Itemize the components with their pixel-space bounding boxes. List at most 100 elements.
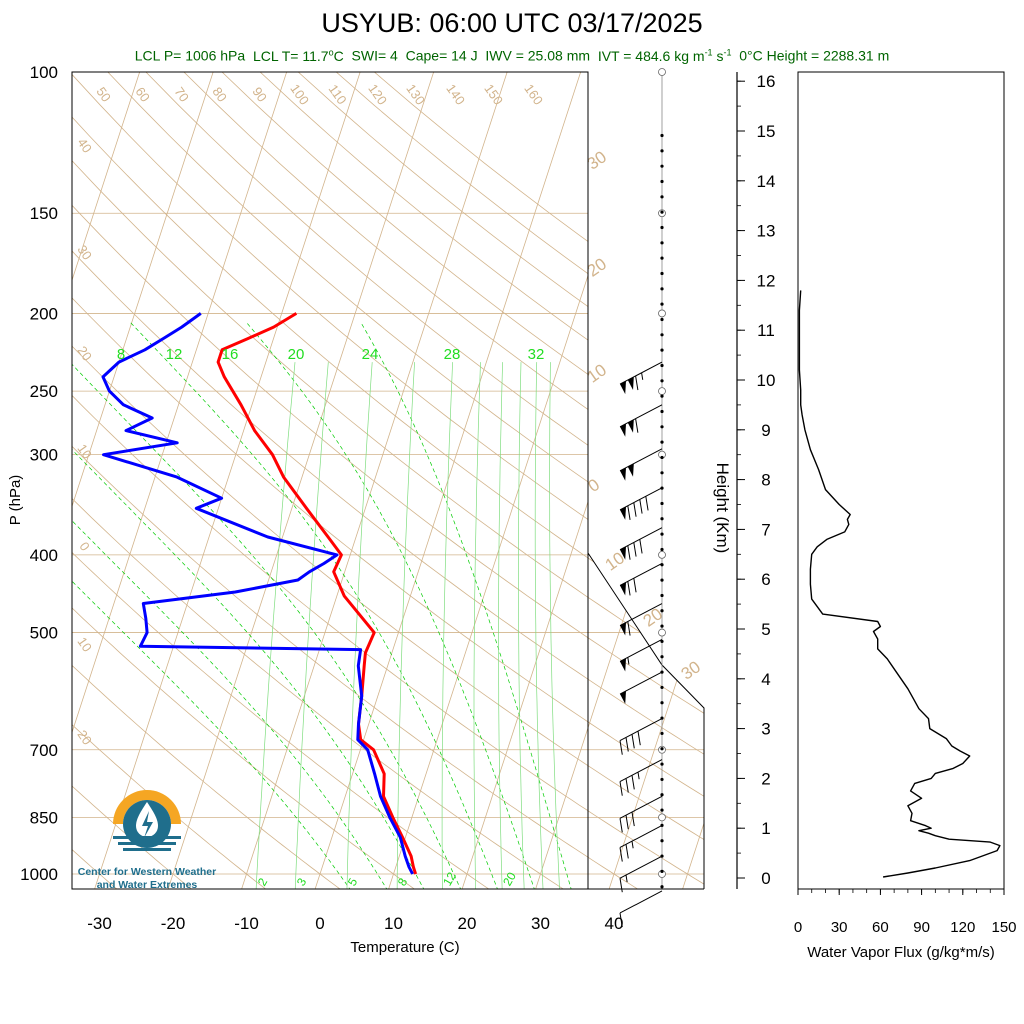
logo-bolt-icon [142, 811, 153, 838]
dry-adiabat-label: 10 [74, 441, 95, 461]
wind-barb-flag [620, 467, 626, 481]
wind-level-dot [660, 869, 664, 874]
wind-level-dot [660, 455, 664, 460]
swi-index: SWI= 4 [351, 47, 398, 64]
height-tick-label: 1 [761, 819, 770, 838]
mixing-ratio-line [534, 362, 544, 889]
water-vapor-flux-line [798, 290, 1001, 878]
wind-level-circle [658, 813, 666, 822]
wind-barb-feather [627, 545, 631, 560]
wind-barb-half-feather [625, 874, 628, 883]
wind-barb [619, 527, 663, 560]
wind-level-dot [660, 195, 664, 199]
dry-adiabat-line [72, 297, 704, 797]
wind-level-dot [660, 241, 664, 245]
wind-barb-staff [619, 671, 663, 695]
wind-barb-feather [619, 781, 623, 796]
dry-adiabat-label: 20 [74, 727, 95, 747]
flux-tick-label: 90 [913, 919, 930, 936]
dry-adiabat-label: 10 [74, 634, 95, 654]
wind-barb-half-feather [627, 657, 630, 665]
skewt-profiles [101, 312, 418, 875]
wind-barb-half-feather [637, 772, 640, 780]
height-tick-label: 2 [761, 769, 770, 788]
temperature-tick-label: 30 [531, 914, 550, 933]
flux-tick-label: 0 [794, 919, 802, 936]
moist-adiabat-line [72, 580, 351, 889]
wind-barb-feather [631, 775, 635, 790]
wind-barb-staff [619, 361, 663, 385]
wind-barb [619, 759, 663, 796]
wind-barb-feather [645, 496, 649, 511]
dry-adiabat-line [72, 445, 639, 889]
wind-barb [619, 448, 663, 481]
wind-level-dot [660, 593, 664, 598]
wind-barb-staff [619, 448, 663, 472]
wind-barb-feather [637, 731, 641, 746]
dry-adiabat-line [72, 160, 704, 674]
wind-barb-feather [627, 581, 631, 596]
isotherm-label: 80 [209, 84, 230, 104]
logo-wave [118, 842, 176, 845]
mixing-ratio-line [294, 362, 329, 889]
pressure-tick-label: 1000 [20, 865, 58, 884]
y-axis-label: P (hPa) [7, 475, 24, 526]
iwv-value: IWV = 25.08 mm [485, 47, 591, 64]
pressure-tick-label: 100 [30, 63, 58, 82]
dry-adiabat-label: 40 [74, 135, 95, 155]
dewpoint-profile-line [101, 312, 414, 875]
isotherm-label: 60 [132, 84, 153, 104]
wind-barb-staff [619, 759, 663, 783]
pressure-tick-label: 200 [30, 304, 58, 323]
wind-barb [619, 718, 663, 755]
wind-barb-feather [619, 912, 623, 928]
wind-barb [619, 361, 663, 395]
chart-title: USYUB: 06:00 UTC 03/17/2025 [321, 8, 703, 38]
mixing-ratio-label: 16 [222, 346, 239, 363]
wind-barb-staff [619, 487, 663, 511]
mixing-ratio-label: 12 [440, 869, 459, 888]
wind-barb-feather [625, 815, 629, 830]
wind-level-dot [660, 685, 664, 690]
cw3e-logo: Center for Western Weather and Water Ext… [78, 790, 216, 891]
flux-tick-label: 120 [950, 919, 975, 936]
pressure-tick-label: 850 [30, 808, 58, 827]
dry-adiabat-label: 30 [74, 242, 95, 262]
isotherm-label: 120 [365, 81, 390, 107]
mixing-ratio-line [498, 362, 503, 889]
wind-level-dot [660, 793, 664, 797]
isotherm-line [72, 72, 288, 734]
wind-level-circle [658, 550, 666, 559]
mixing-ratio-label: 3 [294, 875, 310, 888]
wind-barb [619, 603, 663, 636]
wind-level-dot [660, 885, 664, 889]
wind-barb-feather [625, 778, 629, 793]
temperature-tick-label: 40 [605, 914, 624, 933]
wind-level-dot [660, 547, 664, 552]
dry-adiabat-line [72, 498, 564, 889]
pressure-tick-label: 300 [30, 446, 58, 465]
wind-level-dot [660, 133, 664, 138]
wind-barb-staff [619, 825, 663, 848]
wind-level-dot [660, 379, 664, 383]
temperature-tick-label: -20 [161, 914, 186, 933]
wind-barb [619, 890, 663, 928]
wind-barb-staff [619, 718, 663, 741]
wind-barb-staff [619, 603, 663, 626]
dry-adiabat-label: 0 [76, 539, 92, 554]
skewt-frame [71, 71, 589, 890]
dry-adiabat-line [72, 116, 704, 635]
wind-barb-staff [619, 890, 663, 914]
wind-barb-flag [620, 546, 626, 560]
isotherm-line [72, 72, 214, 508]
wind-barb-feather [619, 878, 623, 893]
wind-barb-flag [627, 463, 634, 477]
dry-adiabat-line [72, 664, 341, 889]
wind-barb-feather [627, 621, 631, 636]
wind-barb-staff [619, 563, 663, 586]
mixing-ratio-label: 32 [528, 346, 545, 363]
wind-level-circle [658, 68, 666, 76]
mixing-ratio-line [549, 362, 560, 889]
wind-barb-feather [619, 740, 623, 755]
dry-adiabat-line [145, 72, 704, 524]
